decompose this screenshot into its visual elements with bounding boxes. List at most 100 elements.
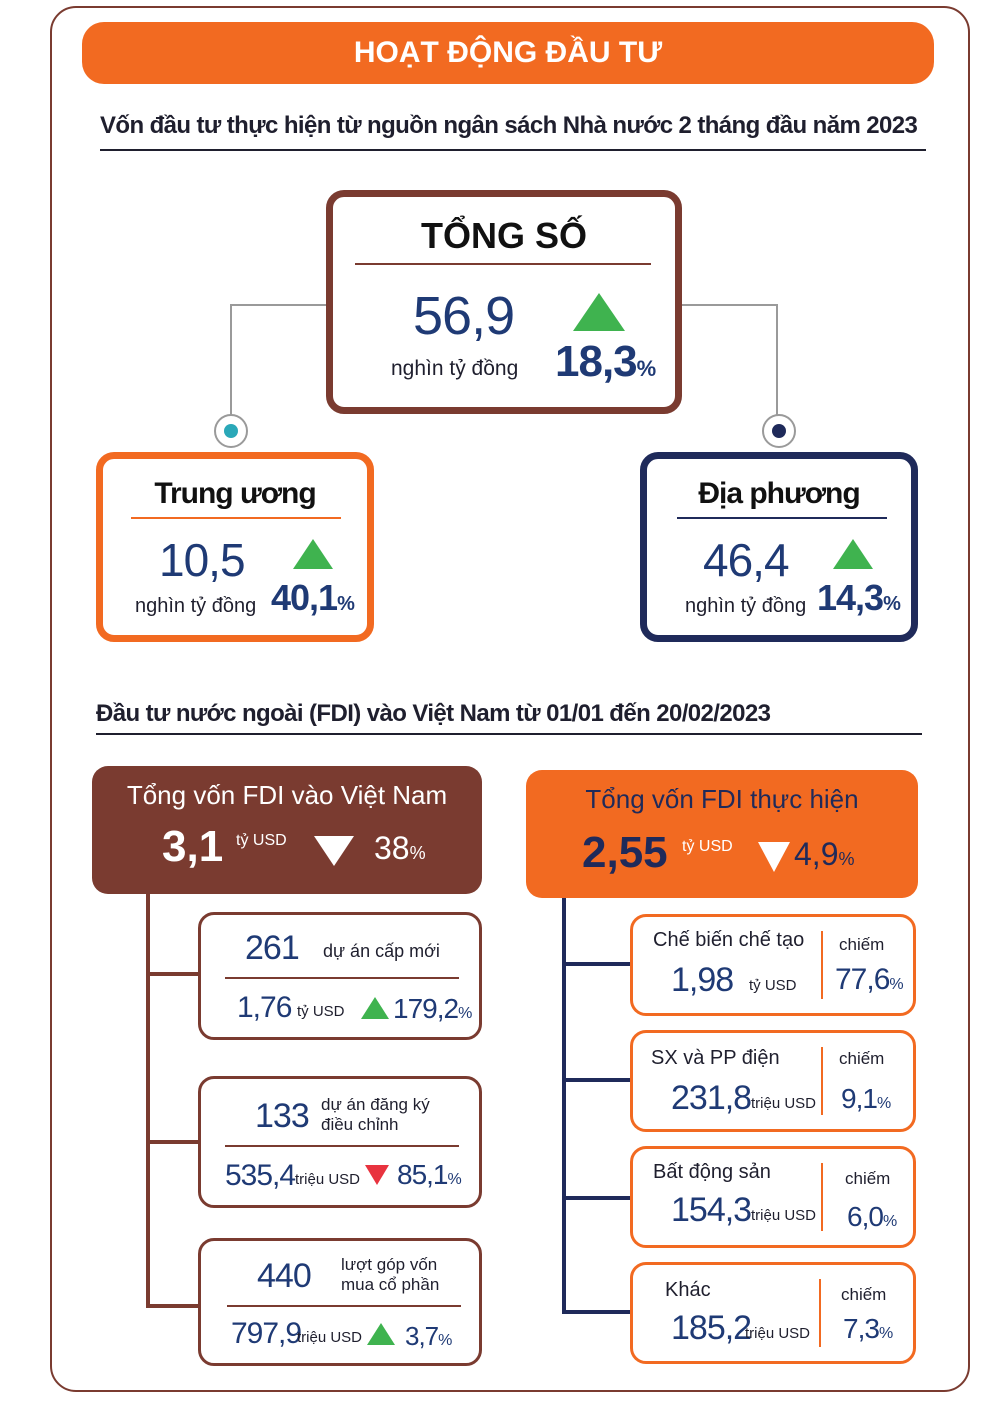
item-value: 185,2 xyxy=(671,1309,752,1347)
connector-left-v xyxy=(230,304,232,416)
item-value: 231,8 xyxy=(671,1079,752,1117)
item-unit: triệu USD xyxy=(295,1171,361,1188)
item-share-label: chiếm xyxy=(839,935,885,954)
local-divider xyxy=(677,517,887,519)
disbursed-fdi-header: Tổng vốn FDI thực hiện 2,55 tỷ USD 4,9% xyxy=(526,770,918,898)
disbursed-fdi-label: Tổng vốn FDI thực hiện xyxy=(585,784,859,814)
connector-left-h xyxy=(230,304,326,306)
local-label: Địa phương xyxy=(698,477,860,510)
disbursed-tree-branch-1 xyxy=(562,962,630,966)
disbursed-item-other: Khác 185,2 triệu USD chiếm 7,3% xyxy=(630,1262,916,1364)
item-separator xyxy=(821,1163,823,1231)
disbursed-fdi-value: 2,55 xyxy=(582,828,668,877)
disbursed-fdi-unit: tỷ USD xyxy=(682,838,733,855)
central-label: Trung ương xyxy=(154,477,316,510)
item-sector: Chế biến chế tạo xyxy=(653,929,805,951)
total-unit: nghìn tỷ đồng xyxy=(391,357,519,380)
disbursed-tree-branch-2 xyxy=(562,1078,630,1082)
item-unit: triệu USD xyxy=(751,1095,817,1112)
item-share-label: chiếm xyxy=(845,1169,891,1188)
item-count: 261 xyxy=(245,929,300,967)
connector-right-v xyxy=(776,304,778,416)
disbursed-tree-trunk xyxy=(562,898,566,1314)
item-separator xyxy=(819,1279,821,1347)
total-box: TỔNG SỐ 56,9 nghìn tỷ đồng 18,3% xyxy=(326,190,682,414)
item-sector: Bất động sản xyxy=(653,1161,771,1183)
item-desc-line2: mua cổ phần xyxy=(341,1275,440,1294)
item-divider xyxy=(225,977,459,979)
registered-fdi-value: 3,1 xyxy=(162,822,224,871)
registered-tree-branch-1 xyxy=(146,972,198,976)
item-down-arrow-icon xyxy=(365,1165,389,1185)
section2-rule xyxy=(96,733,922,735)
item-desc: dự án đăng ký xyxy=(321,1095,430,1114)
registered-fdi-change: 38% xyxy=(374,830,426,866)
central-dot-icon xyxy=(214,414,248,448)
item-up-arrow-icon xyxy=(367,1323,395,1345)
local-dot-icon xyxy=(762,414,796,448)
local-up-arrow-icon xyxy=(833,539,873,569)
item-share: 9,1% xyxy=(841,1083,891,1114)
total-up-arrow-icon xyxy=(573,293,625,331)
item-value: 535,4 xyxy=(225,1159,296,1192)
registered-item-adjusted-projects: 133 dự án đăng ký điều chỉnh 535,4 triệu… xyxy=(198,1076,482,1208)
registered-fdi-unit: tỷ USD xyxy=(236,832,287,849)
item-share: 6,0% xyxy=(847,1201,897,1232)
item-count: 440 xyxy=(257,1257,312,1295)
registered-fdi-header: Tổng vốn FDI vào Việt Nam 3,1 tỷ USD 38% xyxy=(92,766,482,894)
item-separator xyxy=(821,1047,823,1115)
item-change: 85,1% xyxy=(397,1159,462,1190)
local-change: 14,3% xyxy=(817,577,901,618)
connector-right-h xyxy=(680,304,778,306)
item-separator xyxy=(821,931,823,999)
item-change: 179,2% xyxy=(393,993,472,1024)
disbursed-item-real-estate: Bất động sản 154,3 triệu USD chiếm 6,0% xyxy=(630,1146,916,1248)
disbursed-item-electricity: SX và PP điện 231,8 triệu USD chiếm 9,1% xyxy=(630,1030,916,1132)
disbursed-item-manufacturing: Chế biến chế tạo 1,98 tỷ USD chiếm 77,6% xyxy=(630,914,916,1016)
disbursed-fdi-change: 4,9% xyxy=(794,836,855,872)
local-unit: nghìn tỷ đồng xyxy=(685,595,807,617)
local-value: 46,4 xyxy=(703,534,790,586)
item-share: 77,6% xyxy=(835,963,904,996)
total-value: 56,9 xyxy=(413,286,515,346)
item-sector: SX và PP điện xyxy=(651,1047,780,1069)
item-desc: lượt góp vốn xyxy=(341,1255,438,1274)
registered-item-new-projects: 261 dự án cấp mới 1,76 tỷ USD 179,2% xyxy=(198,912,482,1040)
item-desc-line2: điều chỉnh xyxy=(321,1115,399,1134)
registered-tree-trunk xyxy=(146,894,150,1308)
item-unit: triệu USD xyxy=(745,1325,811,1342)
central-box: Trung ương 10,5 nghìn tỷ đồng 40,1% xyxy=(96,452,374,642)
item-unit: triệu USD xyxy=(751,1207,817,1224)
disbursed-tree-branch-3 xyxy=(562,1196,630,1200)
item-value: 1,76 xyxy=(237,991,292,1024)
registered-fdi-label: Tổng vốn FDI vào Việt Nam xyxy=(126,780,448,810)
item-change: 3,7% xyxy=(405,1321,452,1351)
item-divider xyxy=(227,1305,461,1307)
total-label: TỔNG SỐ xyxy=(420,215,587,256)
disbursed-down-arrow-icon xyxy=(758,842,790,872)
item-share-label: chiếm xyxy=(841,1285,887,1304)
local-box: Địa phương 46,4 nghìn tỷ đồng 14,3% xyxy=(640,452,918,642)
item-count: 133 xyxy=(255,1097,310,1135)
item-divider xyxy=(225,1145,459,1147)
registered-tree-branch-3 xyxy=(146,1304,198,1308)
central-up-arrow-icon xyxy=(293,539,333,569)
item-unit: tỷ USD xyxy=(749,977,797,994)
registered-down-arrow-icon xyxy=(314,836,354,866)
item-unit: tỷ USD xyxy=(297,1003,345,1020)
section1-title: Vốn đầu tư thực hiện từ nguồn ngân sách … xyxy=(100,112,918,139)
disbursed-tree-branch-4 xyxy=(562,1310,630,1314)
item-sector: Khác xyxy=(665,1279,711,1301)
total-divider xyxy=(355,263,651,265)
item-value: 797,9 xyxy=(231,1317,302,1350)
section2-title: Đầu tư nước ngoài (FDI) vào Việt Nam từ … xyxy=(96,700,771,727)
item-value: 154,3 xyxy=(671,1191,752,1229)
page-banner: HOẠT ĐỘNG ĐẦU TƯ xyxy=(82,22,934,84)
item-share: 7,3% xyxy=(843,1313,893,1344)
central-divider xyxy=(131,517,341,519)
total-change: 18,3% xyxy=(555,337,656,386)
central-unit: nghìn tỷ đồng xyxy=(135,595,257,617)
central-change: 40,1% xyxy=(271,577,355,618)
item-up-arrow-icon xyxy=(361,997,389,1019)
registered-tree-branch-2 xyxy=(146,1140,198,1144)
